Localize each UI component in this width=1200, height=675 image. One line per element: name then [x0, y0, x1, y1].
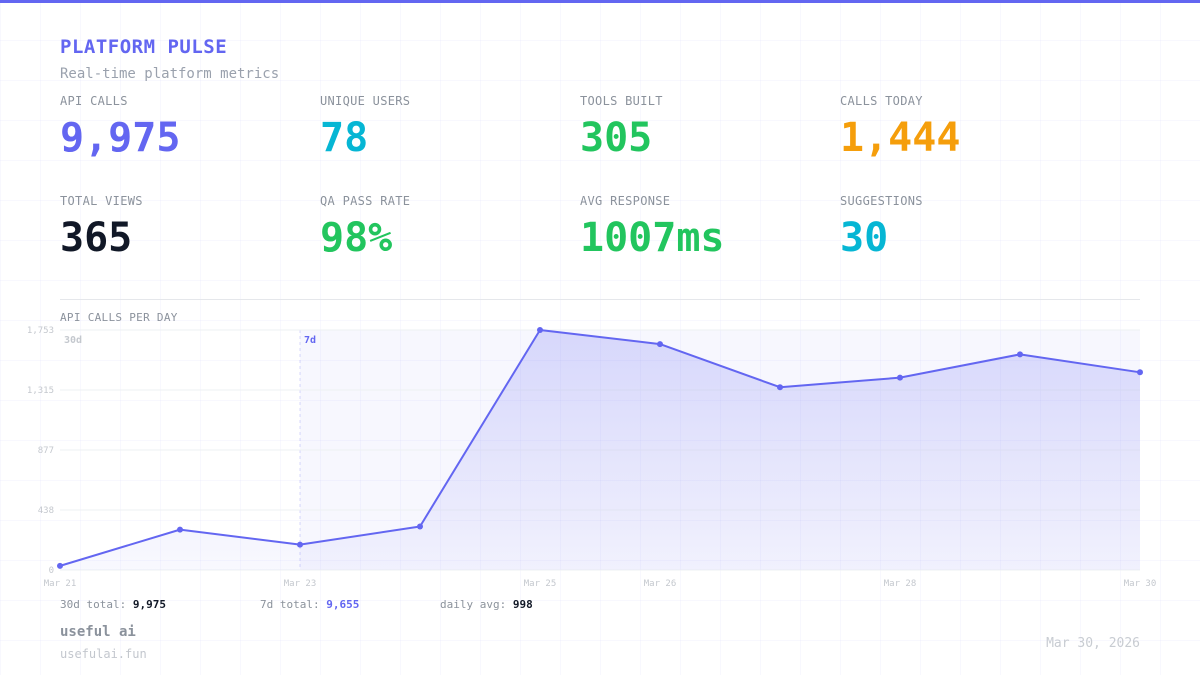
data-point: [57, 562, 63, 569]
stat-value: 9,655: [326, 598, 360, 611]
brand-name: useful ai: [60, 624, 136, 640]
x-tick-label: Mar 30: [1124, 579, 1157, 589]
data-point: [537, 327, 543, 333]
y-tick-label: 1,315: [27, 386, 54, 396]
stat-daily-avg: daily avg: 998: [440, 598, 533, 611]
metric-tools-built: TOOLS BUILT 305: [580, 92, 830, 162]
y-tick-label: 1,753: [27, 326, 54, 336]
metric-label: TOTAL VIEWS: [60, 194, 143, 208]
metric-value: 1,444: [840, 115, 961, 161]
stat-value: 9,975: [132, 598, 166, 611]
metric-value: 1007ms: [580, 215, 725, 261]
metric-api-calls: API CALLS 9,975: [60, 92, 310, 162]
x-tick-label: Mar 23: [284, 579, 317, 589]
chart-title: API CALLS PER DAY: [60, 311, 178, 324]
metric-calls-today: CALLS TODAY 1,444: [840, 92, 1090, 162]
metric-label: API CALLS: [60, 94, 128, 108]
section-divider: [60, 299, 1140, 300]
series-area: [60, 330, 1140, 570]
x-tick-label: Mar 21: [44, 579, 77, 589]
page-title: PLATFORM PULSE: [60, 36, 228, 58]
y-tick-label: 877: [38, 446, 54, 456]
brand-url: usefulai.fun: [60, 647, 147, 661]
metric-value: 98%: [320, 215, 393, 261]
data-point: [777, 384, 783, 391]
series-line: [59, 329, 1141, 567]
metric-suggestions: SUGGESTIONS 30: [840, 192, 1090, 262]
range-label-30d: 30d: [64, 335, 82, 346]
metric-avg-response: AVG RESPONSE 1007ms: [580, 192, 830, 262]
metric-label: SUGGESTIONS: [840, 194, 923, 208]
x-tick-label: Mar 25: [524, 579, 557, 589]
stat-label: 7d total:: [260, 598, 320, 611]
page-subtitle: Real-time platform metrics: [60, 66, 280, 82]
stat-label: daily avg:: [440, 598, 507, 611]
metric-value: 365: [60, 215, 133, 261]
metric-label: CALLS TODAY: [840, 94, 923, 108]
metric-total-views: TOTAL VIEWS 365: [60, 192, 310, 262]
metric-label: UNIQUE USERS: [320, 94, 411, 108]
report-date: Mar 30, 2026: [1046, 636, 1140, 651]
data-point: [897, 374, 903, 381]
data-point: [297, 541, 303, 548]
metric-value: 30: [840, 215, 889, 261]
metric-qa-pass-rate: QA PASS RATE 98%: [320, 192, 570, 262]
y-tick-label: 438: [38, 506, 54, 516]
stat-label: 30d total:: [60, 598, 127, 611]
stat-30d-total: 30d total: 9,975: [60, 598, 166, 611]
accent-bar: [0, 0, 1200, 3]
data-point: [177, 526, 183, 533]
x-tick-label: Mar 26: [644, 579, 677, 589]
data-point: [1017, 351, 1023, 358]
range-label-7d: 7d: [304, 335, 316, 346]
metric-value: 305: [580, 115, 653, 161]
metric-value: 78: [320, 115, 369, 161]
stat-value: 998: [512, 598, 533, 611]
data-point: [657, 341, 663, 348]
data-point: [1137, 369, 1143, 376]
metric-value: 9,975: [60, 115, 181, 161]
stat-7d-total: 7d total: 9,655: [260, 598, 359, 611]
y-tick-label: 0: [49, 566, 54, 576]
x-tick-label: Mar 28: [884, 579, 917, 589]
metric-label: AVG RESPONSE: [580, 194, 671, 208]
api-calls-chart: 0 438 877 1,315 1,753 30d 7d Mar 21 Mar 23 Mar 25…: [27, 326, 1157, 589]
data-point: [417, 523, 423, 530]
metric-label: TOOLS BUILT: [580, 94, 663, 108]
metric-label: QA PASS RATE: [320, 194, 411, 208]
metric-unique-users: UNIQUE USERS 78: [320, 92, 570, 162]
